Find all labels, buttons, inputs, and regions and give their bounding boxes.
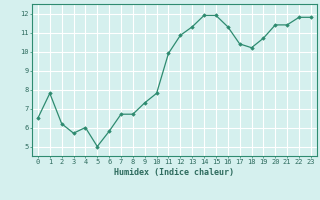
X-axis label: Humidex (Indice chaleur): Humidex (Indice chaleur) xyxy=(115,168,234,177)
